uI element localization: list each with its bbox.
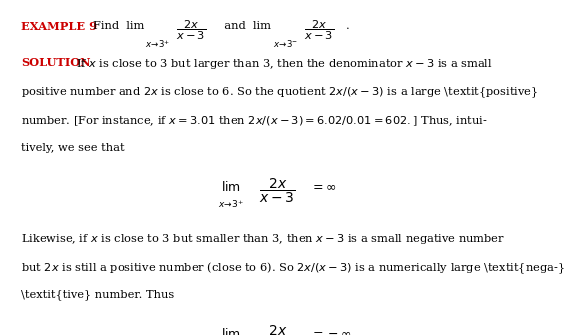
Text: but $2x$ is still a positive number (close to 6). So $2x/(x - 3)$ is a numerical: but $2x$ is still a positive number (clo… <box>21 261 565 276</box>
Text: $\dfrac{2x}{x-3}$: $\dfrac{2x}{x-3}$ <box>259 177 296 205</box>
Text: number. [For instance, if $x = 3.01$ then $2x/(x - 3) = 6.02/0.01 = 602.$] Thus,: number. [For instance, if $x = 3.01$ the… <box>21 115 488 128</box>
Text: Find  lim: Find lim <box>93 21 144 31</box>
Text: $\dfrac{2x}{x-3}$: $\dfrac{2x}{x-3}$ <box>304 19 335 42</box>
Text: EXAMPLE 9: EXAMPLE 9 <box>21 21 97 32</box>
Text: .: . <box>346 21 349 31</box>
Text: $x\!\to\!3^{\!+}$: $x\!\to\!3^{\!+}$ <box>144 38 170 50</box>
Text: $\dfrac{2x}{x-3}$: $\dfrac{2x}{x-3}$ <box>176 19 206 42</box>
Text: Likewise, if $x$ is close to 3 but smaller than 3, then $x - 3$ is a small negat: Likewise, if $x$ is close to 3 but small… <box>21 232 505 246</box>
Text: SOLUTION: SOLUTION <box>21 57 91 68</box>
Text: $x\!\to\!3^{\!-}$: $x\!\to\!3^{\!-}$ <box>274 38 299 49</box>
Text: $x\!\to\!3^{+}$: $x\!\to\!3^{+}$ <box>218 198 244 210</box>
Text: positive number and $2x$ is close to 6. So the quotient $2x/(x - 3)$ is a large : positive number and $2x$ is close to 6. … <box>21 85 538 100</box>
Text: $= -\infty$: $= -\infty$ <box>310 327 352 335</box>
Text: If $x$ is close to 3 but larger than 3, then the denominator $x - 3$ is a small: If $x$ is close to 3 but larger than 3, … <box>76 57 493 71</box>
Text: \textit{tive} number. Thus: \textit{tive} number. Thus <box>21 290 175 300</box>
Text: $=\infty$: $=\infty$ <box>310 180 337 193</box>
Text: $\lim$: $\lim$ <box>220 180 241 194</box>
Text: $\lim$: $\lim$ <box>220 327 241 335</box>
Text: $\dfrac{2x}{x-3}$: $\dfrac{2x}{x-3}$ <box>259 324 296 335</box>
Text: tively, we see that: tively, we see that <box>21 143 125 153</box>
Text: and  lim: and lim <box>217 21 271 31</box>
